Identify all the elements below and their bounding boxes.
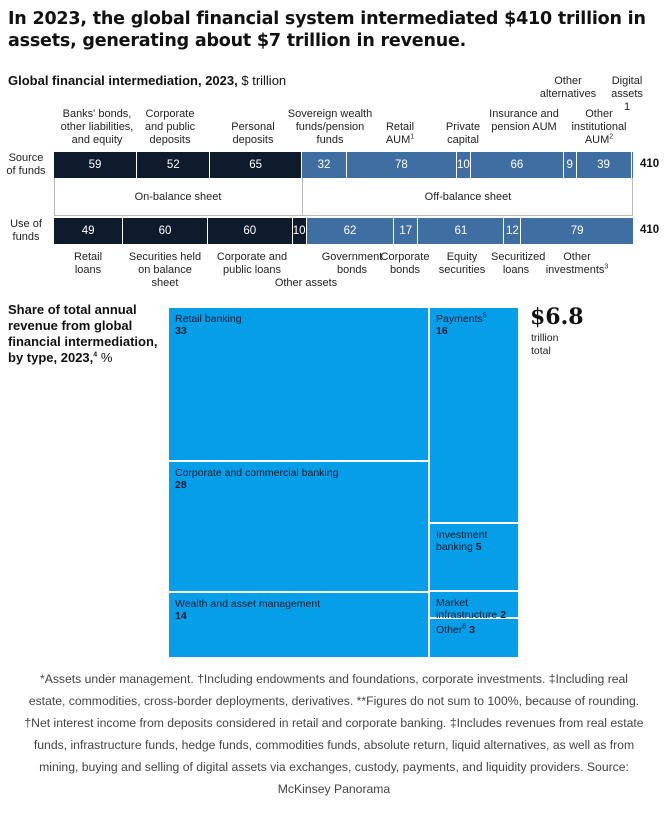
- segment-label: Banks' bonds, other liabilities, and equ…: [60, 108, 134, 146]
- bar-segment: 52: [137, 152, 211, 178]
- segment-label: Sovereign wealth funds/pension funds: [287, 108, 373, 146]
- bar-segment: 49: [54, 218, 124, 244]
- treemap-tile: Investment banking 5: [429, 523, 519, 591]
- bar-segment: 66: [470, 152, 564, 178]
- use-of-funds-bar: 49 60 60 10 62 17 61 12 79: [54, 218, 633, 244]
- segment-label: Retail AUM1: [385, 121, 415, 146]
- bar-segment: 39: [576, 152, 632, 178]
- segment-label: Digital assets 1: [611, 75, 643, 113]
- revenue-total-value: $6.8: [530, 304, 584, 330]
- bar-segment: 59: [54, 152, 138, 178]
- bar-segment: [631, 152, 633, 178]
- off-balance-label: Off-balance sheet: [424, 191, 512, 203]
- intermediation-chart-title: Global financial intermediation, 2023, $…: [8, 73, 286, 88]
- treemap-title-unit: %: [100, 350, 113, 365]
- segment-label: Private capital: [445, 121, 481, 146]
- revenue-total-word: total: [531, 345, 551, 357]
- treemap-tile: Market infrastructure 2: [429, 591, 519, 621]
- bar-segment: 65: [210, 152, 302, 178]
- source-of-funds-label: Source of funds: [6, 152, 46, 177]
- segment-label: Equity securities: [438, 251, 486, 276]
- bar-segment: 62: [306, 218, 395, 244]
- treemap-tile: Wealth and asset management 14: [168, 592, 429, 658]
- segment-label: Retail loans: [73, 251, 103, 276]
- segment-label: Personal deposits: [231, 121, 275, 146]
- off-balance-bracket: [303, 178, 633, 216]
- segment-label: Securities held on balance sheet: [128, 251, 202, 289]
- bar-segment: 78: [347, 152, 457, 178]
- segment-label: Corporate bonds: [380, 251, 430, 276]
- treemap-tile: Corporate and commercial banking 28: [168, 461, 429, 592]
- use-of-funds-label: Use of funds: [10, 218, 42, 243]
- treemap-tile: Other6 3: [429, 618, 519, 658]
- on-balance-label: On-balance sheet: [134, 191, 222, 203]
- bar-segment: 79: [521, 218, 633, 244]
- treemap-tile: Retail banking 33: [168, 307, 429, 461]
- bar-segment: 12: [504, 218, 522, 244]
- on-balance-bracket: [54, 178, 302, 216]
- segment-label: Government bonds: [321, 251, 383, 276]
- footnote: *Assets under management. †Including end…: [24, 672, 644, 796]
- segment-label: Corporate and public deposits: [144, 108, 196, 146]
- bar-segment: 60: [123, 218, 208, 244]
- segment-label: Other alternatives: [539, 75, 597, 100]
- bar-total: 410: [640, 224, 660, 236]
- treemap-title-sup: 4: [93, 351, 98, 359]
- intermediation-title-unit: $ trillion: [241, 73, 287, 88]
- segment-label: Corporate and public loans: [216, 251, 288, 276]
- segment-label: Other assets: [274, 277, 338, 289]
- segment-label: Insurance and pension AUM: [489, 108, 559, 133]
- bar-segment: 60: [207, 218, 293, 244]
- segment-label: Securitized loans: [491, 251, 546, 276]
- bar-total: 410: [640, 158, 660, 170]
- bar-segment: 17: [394, 218, 419, 244]
- page-title: In 2023, the global financial system int…: [8, 9, 646, 51]
- source-of-funds-bar: 59 52 65 32 78 10 66 9 39: [54, 152, 633, 178]
- treemap-title: Share of total annual revenue from globa…: [8, 302, 158, 366]
- bar-segment: 9: [563, 152, 577, 178]
- intermediation-title-bold: Global financial intermediation, 2023,: [8, 73, 238, 88]
- bar-segment: 32: [301, 152, 347, 178]
- bar-segment: 61: [418, 218, 505, 244]
- revenue-total-unit: trillion: [531, 332, 559, 344]
- bar-segment: 10: [292, 218, 307, 244]
- segment-label: Other institutional AUM2: [571, 108, 627, 146]
- revenue-total-caption: trillion total: [531, 332, 558, 358]
- treemap-title-bold: Share of total annual revenue from globa…: [8, 302, 158, 365]
- bar-segment: 10: [456, 152, 471, 178]
- treemap-tile: Payments5 16: [429, 307, 519, 523]
- segment-label: Other investments3: [545, 251, 609, 276]
- balance-divider: [302, 178, 303, 216]
